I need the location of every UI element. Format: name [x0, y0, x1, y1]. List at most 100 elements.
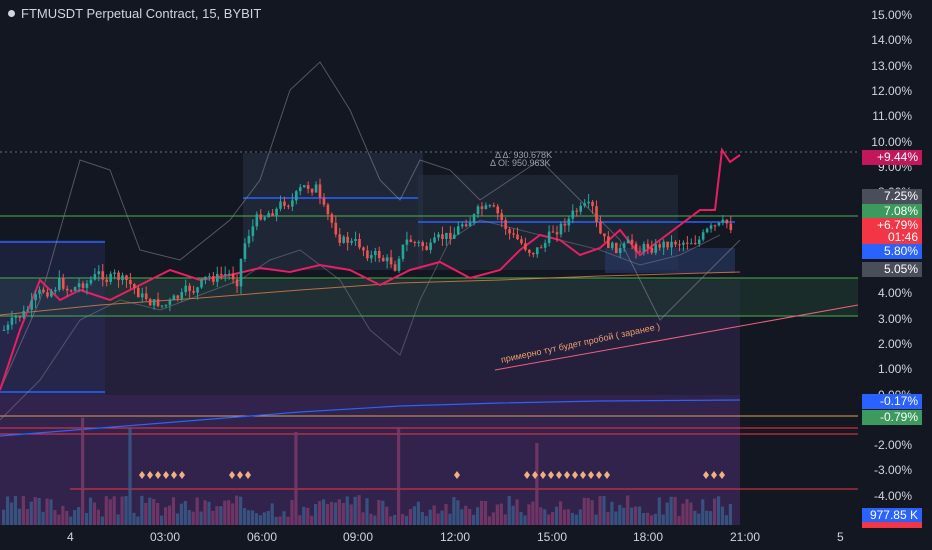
volume-bar	[329, 501, 334, 525]
volume-bar	[345, 496, 349, 525]
volume-bar	[566, 509, 571, 525]
current-price-badge: +6.79%	[862, 218, 922, 233]
candle-body	[109, 273, 112, 282]
volume-bar	[156, 502, 160, 525]
candle-body	[216, 273, 219, 282]
candle-body	[69, 290, 73, 292]
candle-body	[492, 205, 496, 207]
candle-body	[532, 252, 535, 255]
volume-bar	[167, 505, 172, 525]
candle-body	[729, 223, 733, 230]
candle-body	[330, 214, 334, 223]
volume-bar	[511, 505, 515, 525]
candle-body	[73, 287, 77, 291]
volume-bar	[290, 499, 294, 525]
volume-bar	[547, 514, 551, 525]
volume-bar	[618, 504, 622, 525]
candle-body	[176, 295, 180, 299]
candle-body	[38, 289, 41, 295]
candle-body	[670, 241, 673, 248]
candle-body	[725, 219, 729, 224]
volume-bar	[665, 502, 669, 525]
candle-body	[172, 295, 176, 301]
volume-bar	[104, 496, 108, 525]
volume-bar	[13, 495, 18, 525]
volume-bar	[709, 511, 713, 525]
volume-bar	[393, 514, 397, 525]
candle-body	[516, 234, 519, 240]
candle-body	[93, 274, 97, 280]
candle-body	[472, 214, 476, 223]
volume-badge: 977.85 K	[862, 508, 922, 523]
candle-body	[453, 234, 456, 239]
candle-body	[658, 244, 661, 248]
price-axis-tick: 12.00%	[871, 83, 912, 98]
volume-bar	[404, 515, 409, 525]
signal-diamond	[171, 471, 177, 479]
candle-body	[302, 185, 306, 188]
volume-bar	[574, 514, 578, 525]
candle-body	[611, 242, 614, 248]
candle-body	[354, 238, 357, 241]
price-axis-tick: 10.00%	[871, 134, 912, 149]
volume-bar	[472, 514, 476, 525]
candle-body	[255, 214, 259, 227]
volume-bar	[578, 509, 582, 525]
candle-body	[433, 237, 436, 243]
candle-body	[567, 218, 571, 226]
candle-body	[65, 288, 69, 291]
volume-bar	[464, 505, 468, 525]
volume-bar	[527, 504, 531, 525]
volume-bar	[594, 514, 598, 525]
volume-bar	[41, 511, 45, 525]
volume-bar	[661, 514, 665, 525]
time-axis-tick: 15:00	[537, 530, 568, 544]
candle-body	[682, 242, 685, 245]
price-axis-tick: -3.00%	[873, 463, 912, 478]
candle-body	[283, 201, 286, 206]
candle-body	[287, 205, 290, 207]
candle-body	[638, 251, 642, 253]
candle-body	[614, 242, 618, 254]
signal-diamond	[532, 471, 538, 479]
candle-body	[212, 276, 215, 282]
candle-body	[144, 293, 148, 300]
candle-body	[674, 241, 677, 245]
volume-bar	[551, 512, 555, 525]
candle-body	[508, 229, 511, 234]
symbol-title[interactable]: FTMUSDT Perpetual Contract, 15, BYBIT	[8, 6, 261, 21]
volume-bar	[266, 510, 270, 525]
volume-bar	[88, 497, 93, 525]
volume-bar	[369, 513, 373, 525]
candle-body	[338, 234, 342, 243]
volume-bar	[645, 512, 650, 525]
candle-body	[480, 206, 484, 209]
volume-bar	[73, 510, 77, 525]
candle-body	[634, 243, 638, 252]
volume-bar	[460, 509, 464, 525]
volume-bar	[45, 498, 49, 525]
volume-bar	[211, 510, 215, 525]
volume-bar	[53, 510, 57, 525]
volume-bar	[215, 506, 219, 525]
candle-body	[559, 223, 563, 235]
volume-bar	[385, 506, 389, 525]
candle-body	[405, 239, 409, 245]
volume-bar	[389, 516, 393, 525]
candle-body	[117, 272, 120, 281]
candle-body	[374, 250, 377, 256]
volume-bar	[428, 509, 432, 525]
volume-bar	[637, 506, 642, 525]
volume-bar	[397, 426, 401, 525]
volume-bar	[515, 499, 519, 525]
volume-bar	[673, 496, 677, 525]
candle-body	[318, 184, 322, 198]
volume-bar	[278, 516, 282, 525]
volume-bar	[452, 497, 456, 525]
volume-bar	[306, 507, 310, 525]
candle-body	[263, 217, 266, 220]
candle-body	[445, 232, 448, 239]
volume-bar	[250, 510, 255, 525]
signal-diamond	[139, 471, 145, 479]
